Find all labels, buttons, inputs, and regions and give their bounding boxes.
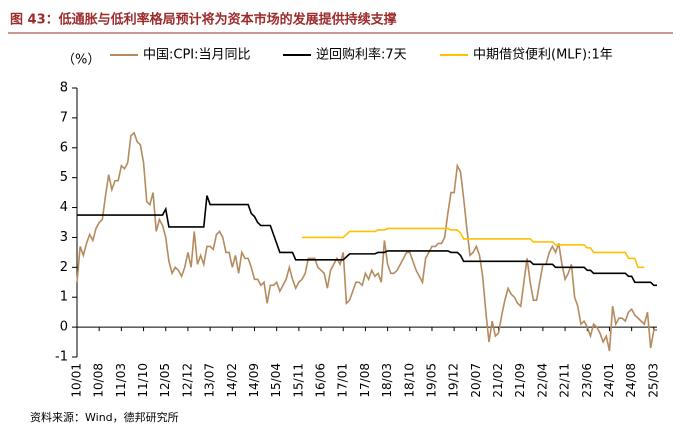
x-tick-label: 22/11 — [558, 363, 572, 398]
legend-label: 中国:CPI:当月同比 — [143, 48, 251, 63]
legend-label: 中期借贷便利(MLF):1年 — [473, 48, 613, 63]
y-tick-label: 2 — [60, 260, 68, 275]
x-tick-label: 11/10 — [136, 363, 150, 398]
x-tick-label: 12/12 — [180, 363, 194, 398]
series-line — [77, 195, 657, 287]
series-line — [76, 131, 657, 352]
y-tick-label: 7 — [60, 110, 68, 125]
x-tick-label: 18/10 — [402, 363, 416, 398]
x-tick-label: 16/06 — [314, 363, 328, 398]
x-tick-label: 20/07 — [469, 363, 483, 398]
x-tick-label: 11/03 — [114, 363, 128, 398]
source-note: 资料来源：Wind，德邦研究所 — [30, 410, 179, 424]
y-tick-label: 0 — [60, 320, 68, 335]
x-tick-label: 24/01 — [602, 363, 616, 398]
x-tick-label: 10/08 — [92, 363, 106, 398]
x-tick-label: 18/03 — [380, 363, 394, 398]
x-tick-label: 15/11 — [291, 363, 305, 398]
x-tick-label: 19/12 — [447, 363, 461, 398]
x-tick-label: 24/08 — [624, 363, 638, 398]
x-tick-label: 25/03 — [646, 363, 660, 398]
y-tick-label: 4 — [60, 200, 68, 215]
x-tick-label: 14/02 — [225, 363, 239, 398]
y-tick-label: 1 — [60, 290, 68, 305]
x-tick-label: 23/06 — [580, 363, 594, 398]
x-tick-label: 14/09 — [247, 363, 261, 398]
chart-title: 图 43：低通胀与低利率格局预计将为资本市场的发展提供持续支撑 — [10, 12, 397, 28]
y-tick-label: -1 — [55, 350, 68, 365]
y-tick-label: 3 — [60, 230, 68, 245]
x-tick-label: 13/07 — [203, 363, 217, 398]
x-tick-label: 12/05 — [158, 363, 172, 398]
y-tick-label: 5 — [60, 170, 68, 185]
y-tick-label: 8 — [60, 81, 68, 96]
x-tick-label: 17/01 — [336, 363, 350, 398]
legend-label: 逆回购利率:7天 — [316, 47, 407, 63]
x-tick-label: 22/04 — [535, 363, 549, 398]
x-tick-label: 10/01 — [70, 363, 84, 398]
x-tick-label: 15/04 — [269, 363, 283, 398]
y-tick-label: 6 — [60, 140, 68, 155]
x-tick-label: 17/08 — [358, 363, 372, 398]
x-tick-label: 19/05 — [424, 363, 438, 398]
y-axis-label: （%） — [62, 53, 100, 68]
x-tick-label: 21/02 — [491, 363, 505, 398]
x-tick-label: 21/09 — [513, 363, 527, 398]
series-line — [302, 227, 645, 269]
